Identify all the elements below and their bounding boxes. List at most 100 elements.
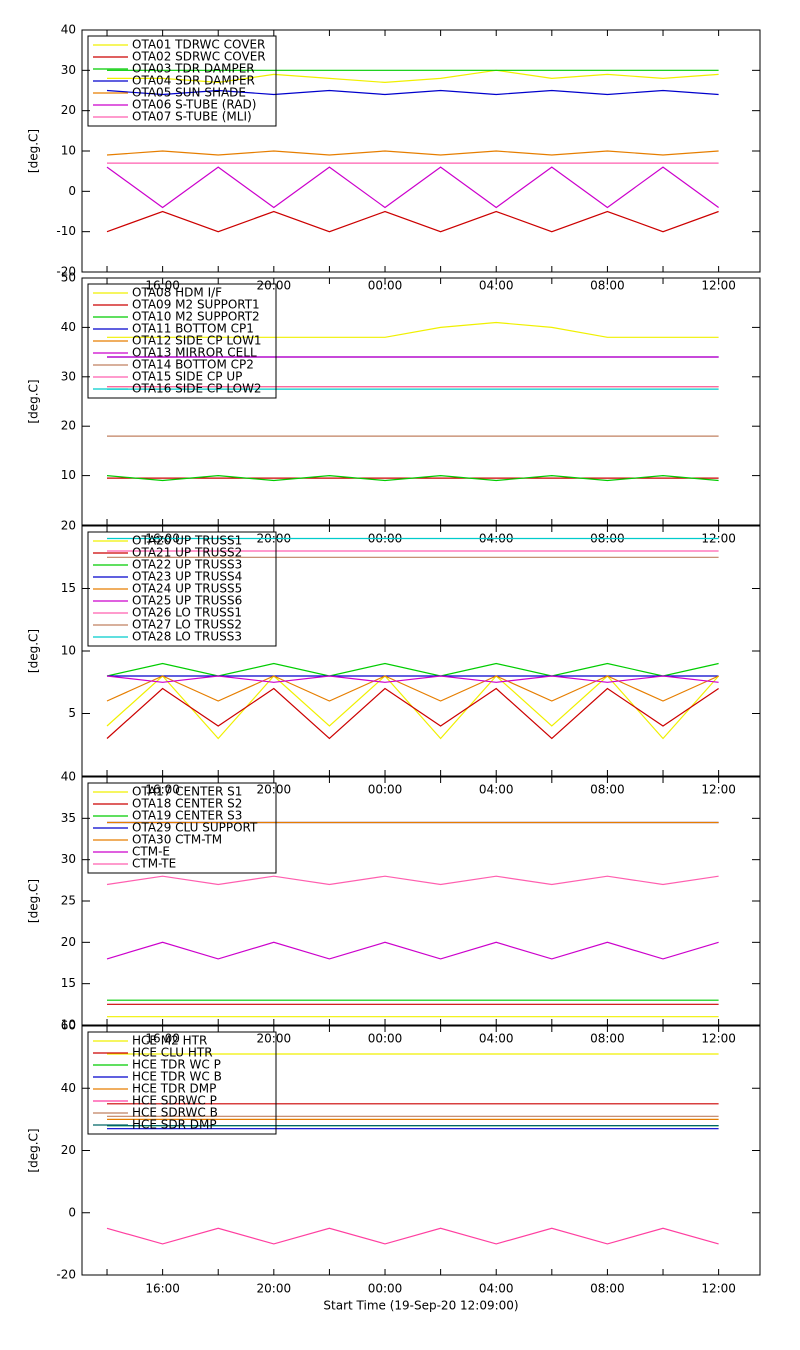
y-tick-label: 50 [61, 271, 76, 285]
y-tick-label: 5 [68, 706, 76, 720]
legend-label: OTA18 CENTER S2 [132, 797, 242, 811]
y-tick-label: 40 [61, 1081, 76, 1095]
x-tick-label: 04:00 [479, 1032, 514, 1046]
y-tick-label: 20 [61, 519, 76, 533]
y-tick-label: 40 [61, 770, 76, 784]
x-tick-label: 12:00 [701, 532, 736, 546]
legend-label: OTA29 CLU SUPPORT [132, 821, 258, 835]
y-tick-label: 20 [61, 1143, 76, 1157]
legend-label: OTA05 SUN SHADE [132, 86, 246, 100]
legend-frame [87, 1031, 277, 1135]
x-tick-label: 04:00 [479, 279, 514, 293]
legend-label: OTA09 M2 SUPPORT1 [132, 298, 260, 312]
legend-label: OTA24 UP TRUSS5 [132, 582, 242, 596]
x-tick-label: 16:00 [145, 783, 180, 797]
x-tick-label: 04:00 [479, 783, 514, 797]
legend-label: OTA12 SIDE CP LOW1 [132, 334, 262, 348]
legend-label: HCE M2 HTR [132, 1034, 207, 1048]
y-tick-label: 60 [61, 1019, 76, 1033]
series-line [106, 662, 719, 677]
y-axis-label: [deg.C] [27, 379, 41, 423]
legend-label: OTA30 CTM-TM [132, 833, 222, 847]
y-tick-label: 15 [61, 581, 76, 595]
y-tick-label: 10 [61, 144, 76, 158]
legend-label: OTA21 UP TRUSS2 [132, 546, 242, 560]
legend-label: OTA03 TDR DAMPER [132, 62, 255, 76]
legend-label: OTA26 LO TRUSS1 [132, 606, 242, 620]
y-tick-label: 0 [68, 1205, 76, 1219]
x-tick-label: 12:00 [701, 1032, 736, 1046]
legend-label: OTA23 UP TRUSS4 [132, 570, 242, 584]
y-tick-label: 10 [61, 644, 76, 658]
y-tick-label: 35 [61, 811, 76, 825]
y-axis-label: [deg.C] [27, 1128, 41, 1172]
x-tick-label: 20:00 [257, 783, 292, 797]
y-tick-label: 30 [61, 852, 76, 866]
legend-label: OTA19 CENTER S3 [132, 809, 242, 823]
legend-label: OTA07 S-TUBE (MLI) [132, 110, 252, 124]
legend-label: OTA06 S-TUBE (RAD) [132, 98, 256, 112]
x-tick-label: 00:00 [368, 1032, 403, 1046]
series-line [107, 321, 719, 338]
series-line [106, 210, 719, 233]
series-line [106, 675, 719, 683]
y-axis-label: [deg.C] [27, 629, 41, 673]
x-tick-label: 16:00 [145, 279, 180, 293]
legend-label: OTA11 BOTTOM CP1 [132, 322, 254, 336]
y-tick-label: -10 [56, 224, 76, 238]
x-tick-label: 00:00 [368, 783, 403, 797]
legend-label: HCE SDR DMP [132, 1118, 217, 1132]
x-tick-label: 04:00 [479, 1282, 514, 1296]
y-axis-label: [deg.C] [27, 879, 41, 923]
legend-label: OTA08 HDM I/F [132, 286, 222, 300]
legend-label: OTA13 MIRROR CELL [132, 346, 257, 360]
series-line [106, 150, 719, 156]
legend-label: CTM-TE [132, 857, 176, 871]
y-tick-label: 15 [61, 976, 76, 990]
legend-label: OTA22 UP TRUSS3 [132, 558, 242, 572]
legend-label: HCE TDR WC P [132, 1058, 221, 1072]
legend-label: OTA14 BOTTOM CP2 [132, 358, 254, 372]
y-tick-label: 40 [61, 23, 76, 37]
x-tick-label: 08:00 [590, 783, 625, 797]
x-tick-label: 12:00 [701, 783, 736, 797]
y-tick-label: 30 [61, 369, 76, 383]
legend-label: OTA20 UP TRUSS1 [132, 534, 242, 548]
legend-frame [87, 782, 277, 874]
legend-label: OTA01 TDRWC COVER [132, 38, 265, 52]
legend-label: OTA16 SIDE CP LOW2 [132, 382, 262, 396]
legend-label: OTA04 SDR DAMPER [132, 74, 255, 88]
x-tick-label: 00:00 [368, 279, 403, 293]
x-tick-label: 20:00 [257, 1282, 292, 1296]
y-tick-label: -20 [56, 265, 76, 279]
y-tick-label: 0 [68, 184, 76, 198]
series-line [106, 875, 719, 886]
legend-frame [87, 35, 277, 127]
legend-label: OTA10 M2 SUPPORT2 [132, 310, 260, 324]
x-tick-label: 16:00 [145, 1032, 180, 1046]
legend-label: CTM-E [132, 845, 170, 859]
x-axis-label: Start Time (19-Sep-20 12:09:00) [323, 1299, 518, 1313]
legend-label: HCE SDRWC P [132, 1094, 217, 1108]
legend-label: OTA15 SIDE CP UP [132, 370, 242, 384]
legend-label: OTA27 LO TRUSS2 [132, 618, 242, 632]
x-tick-label: 08:00 [590, 279, 625, 293]
y-axis-label: [deg.C] [27, 129, 41, 173]
y-tick-label: 20 [61, 103, 76, 117]
legend-label: OTA17 CENTER S1 [132, 785, 242, 799]
plot-frame [81, 277, 761, 526]
series-line [106, 687, 719, 740]
x-tick-label: 20:00 [257, 1032, 292, 1046]
series-line [106, 474, 719, 482]
y-tick-label: 30 [61, 63, 76, 77]
y-tick-label: 10 [61, 468, 76, 482]
x-tick-label: 00:00 [368, 1282, 403, 1296]
y-tick-label: 25 [61, 894, 76, 908]
x-tick-label: 12:00 [701, 1282, 736, 1296]
legend-label: OTA28 LO TRUSS3 [132, 630, 242, 644]
x-tick-label: 16:00 [145, 1282, 180, 1296]
legend-label: HCE TDR DMP [132, 1082, 216, 1096]
series-line [106, 89, 719, 96]
series-line [106, 1227, 719, 1245]
